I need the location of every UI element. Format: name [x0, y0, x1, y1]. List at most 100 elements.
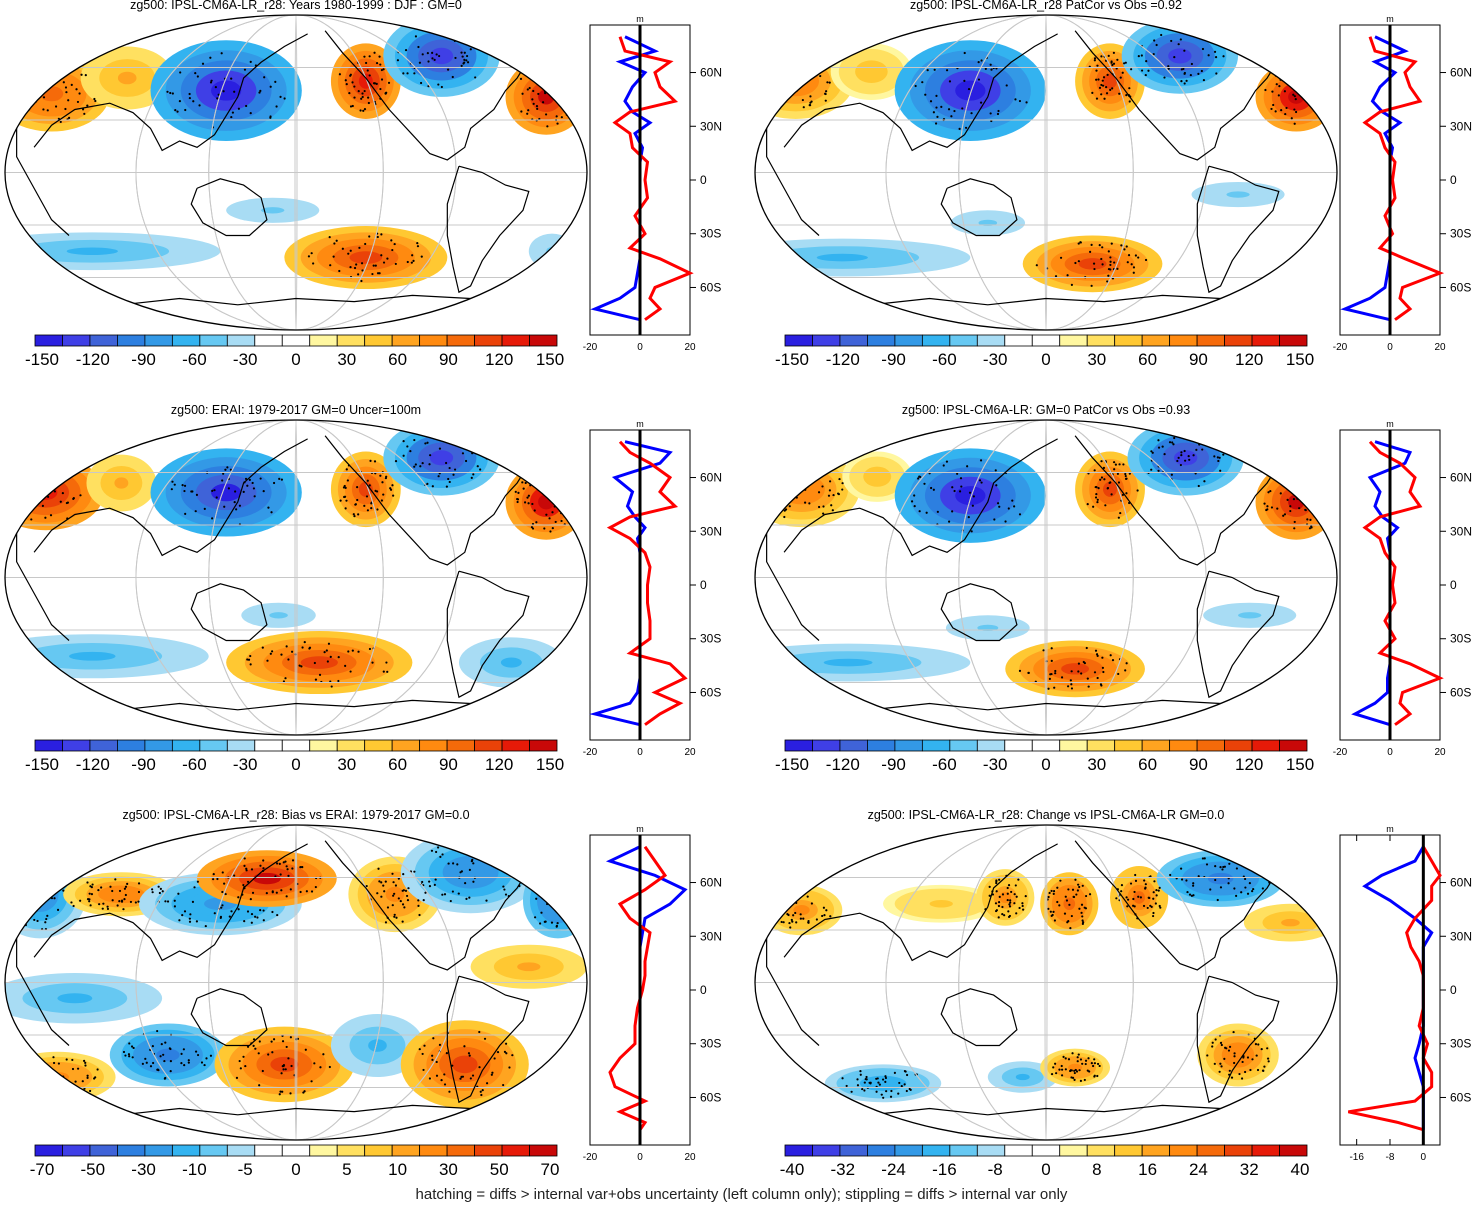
colorbar-box: [281, 1144, 311, 1157]
stipple-dot: [1048, 891, 1051, 895]
stipple-dot: [30, 893, 33, 896]
stipple-dot: [543, 82, 546, 85]
stipple-dot: [947, 108, 951, 111]
stipple-dot: [1197, 484, 1200, 488]
stipple-dot: [417, 899, 420, 902]
colorbar-tick-label: -90: [131, 350, 156, 369]
stipple-dot: [250, 912, 254, 916]
stipple-dot: [837, 492, 840, 495]
stipple-dot: [402, 72, 405, 75]
graticule-meridian: [885, 420, 1207, 735]
stipple-dot: [869, 1082, 872, 1085]
stipple-dot: [1266, 505, 1269, 508]
colorbar-box: [812, 334, 841, 347]
stipple-dot: [1050, 647, 1053, 650]
stipple-dot: [476, 39, 479, 42]
stipple-dot: [557, 904, 560, 907]
anomaly-blob: [1238, 612, 1262, 619]
stipple-dot: [440, 432, 443, 435]
stipple-dot: [1070, 683, 1073, 686]
stipple-dot: [830, 504, 833, 507]
stipple-dot: [401, 903, 405, 906]
stipple-dot: [967, 516, 970, 519]
stipple-dot: [1072, 895, 1075, 898]
stipple-dot: [1313, 75, 1316, 78]
stipple-dot: [307, 255, 311, 258]
stipple-dot: [426, 52, 429, 55]
stipple-dot: [884, 1075, 887, 1078]
stipple-dot: [478, 1066, 481, 1069]
stipple-dot: [829, 915, 832, 918]
stipple-dot: [243, 68, 247, 71]
stipple-dot: [299, 890, 302, 894]
stipple-dot: [448, 1090, 451, 1093]
stipple-dot: [1261, 873, 1265, 876]
stipple-dot: [1116, 267, 1119, 270]
stipple-dot: [1077, 242, 1080, 245]
stipple-dot: [1130, 68, 1133, 71]
stipple-dot: [1102, 670, 1105, 674]
stipple-dot: [1070, 283, 1073, 286]
stipple-dot: [993, 518, 996, 521]
stipple-dot: [431, 485, 434, 488]
stipple-dot: [443, 1083, 447, 1086]
stipple-dot: [994, 469, 997, 472]
stipple-dot: [314, 678, 318, 681]
stipple-dot: [783, 82, 786, 85]
stipple-dot: [363, 504, 366, 507]
stipple-dot: [1140, 69, 1144, 72]
stipple-dot: [998, 505, 1001, 508]
stipple-dot: [357, 513, 360, 516]
stipple-dot: [1076, 1056, 1079, 1059]
stipple-dot: [237, 107, 240, 110]
stipple-dot: [544, 885, 547, 888]
stipple-dot: [1127, 254, 1131, 257]
stipple-dot: [467, 1052, 471, 1055]
stipple-dot: [192, 100, 195, 103]
stipple-dot: [1049, 673, 1052, 676]
stipple-dot: [391, 484, 394, 487]
colorbar-box: [1004, 1144, 1033, 1157]
stipple-dot: [808, 55, 811, 58]
stipple-dot: [803, 58, 806, 61]
colorbar-box: [144, 739, 173, 752]
stipple-dot: [783, 509, 786, 512]
stipple-dot: [1195, 448, 1198, 451]
stipple-dot: [1261, 887, 1264, 890]
stipple-dot: [1137, 54, 1140, 58]
stipple-dot: [441, 893, 444, 896]
stipple-dot: [198, 104, 201, 107]
coastline: [871, 699, 1221, 711]
stipple-dot: [564, 911, 568, 914]
stipple-dot: [565, 102, 568, 106]
stipple-dot: [856, 1078, 859, 1081]
stipple-dot: [413, 870, 416, 873]
profile-x-tick-label: 20: [684, 747, 696, 758]
stipple-dot: [772, 59, 775, 62]
colorbar-box: [309, 739, 338, 752]
stipple-dot: [1217, 459, 1220, 463]
coastline: [446, 570, 530, 699]
stipple-dot: [1081, 919, 1084, 922]
stipple-dot: [305, 890, 308, 893]
stipple-dot: [256, 916, 259, 919]
stipple-dot: [242, 883, 245, 887]
stipple-dot: [566, 486, 569, 489]
stipple-dot: [54, 1084, 57, 1087]
profile-lat-label: 60N: [700, 66, 722, 80]
stipple-dot: [994, 902, 998, 905]
stipple-dot: [1284, 112, 1287, 116]
stipple-dot: [42, 482, 45, 485]
stipple-dot: [235, 508, 238, 511]
stipple-dot: [275, 862, 279, 865]
stipple-dot: [418, 1048, 421, 1051]
stipple-dot: [1116, 58, 1119, 61]
stipple-dot: [49, 514, 53, 517]
stipple-dot: [1276, 507, 1279, 510]
stipple-dot: [1312, 76, 1315, 79]
stipple-dot: [763, 79, 766, 82]
stipple-dot: [233, 90, 236, 93]
stipple-dot: [779, 912, 783, 915]
stipple-dot: [411, 254, 414, 257]
stipple-dot: [824, 92, 827, 96]
